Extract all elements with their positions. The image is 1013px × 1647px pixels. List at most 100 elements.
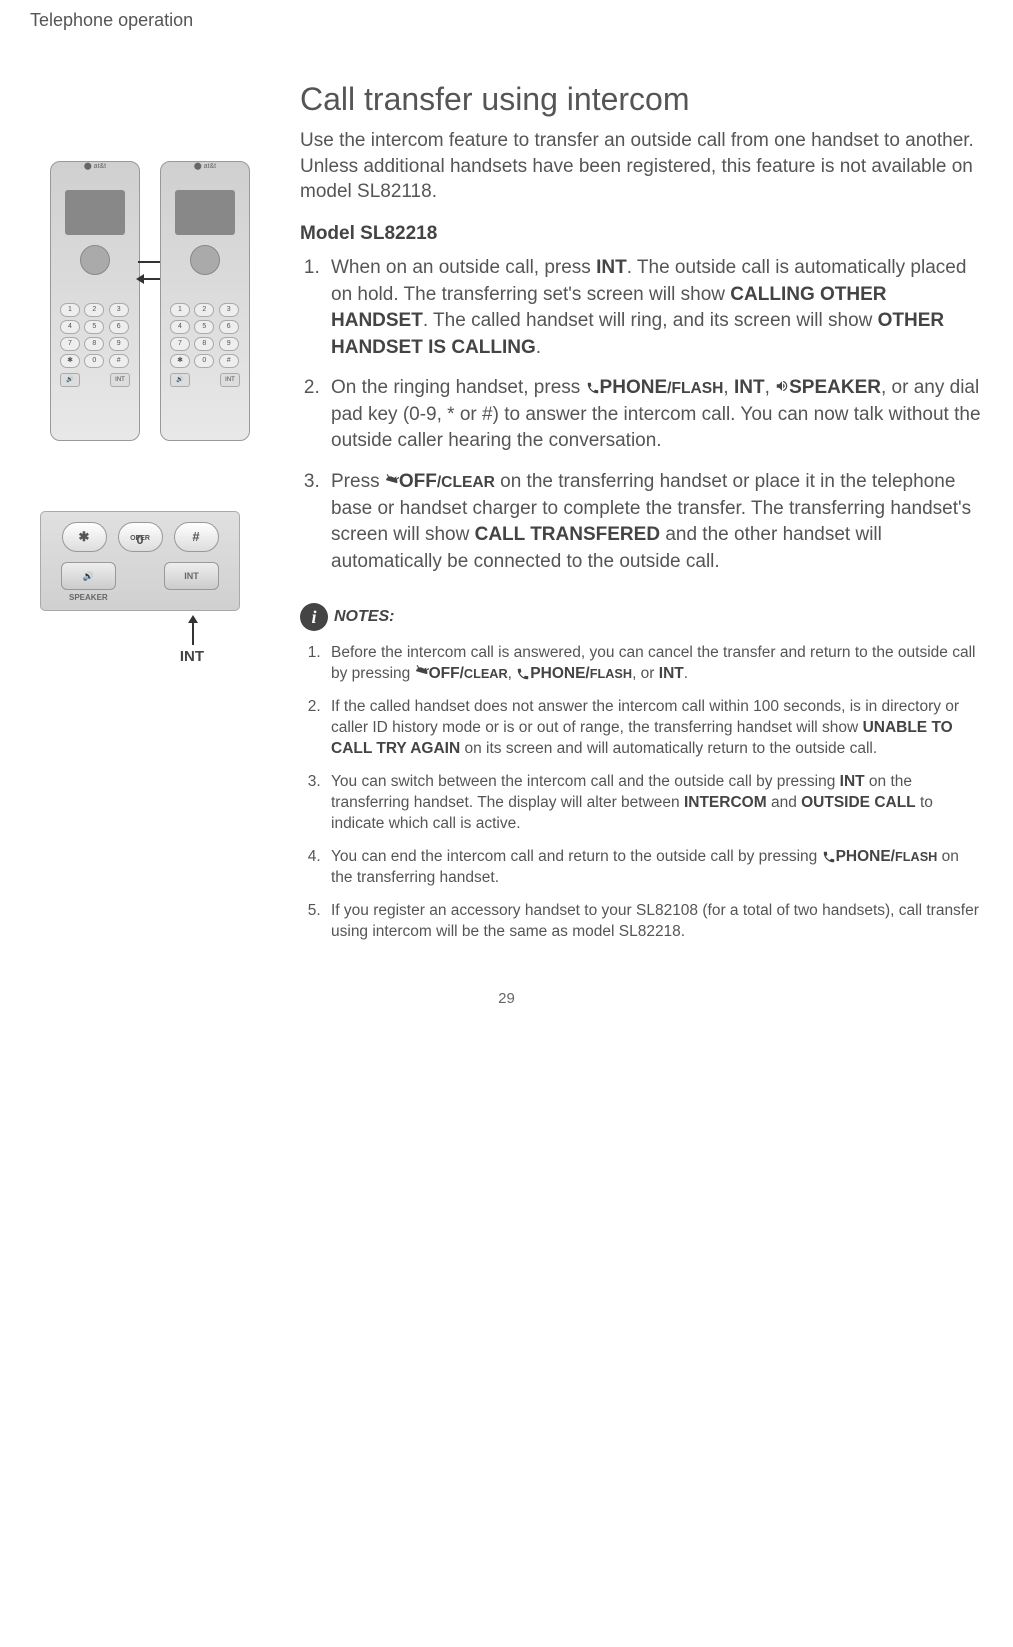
closeup-top-row: ✱ OPER 0 # [41, 512, 239, 557]
int-button: INT [164, 562, 219, 590]
keypad-key: 7 [170, 337, 190, 351]
bold-text: PHONE [600, 377, 668, 398]
keypad-key: 6 [109, 320, 129, 334]
handset-nav [190, 245, 220, 275]
keypad-key: ✱ [170, 354, 190, 368]
bold-text: OTHER HANDSET IS CALLING [331, 310, 944, 358]
off-icon [385, 469, 399, 483]
keypad-key: 2 [84, 303, 104, 317]
button-closeup: ✱ OPER 0 # 🔊 INT SPEAKER INT [40, 511, 240, 611]
int-btn-icon: INT [220, 373, 240, 387]
notes-header: i NOTES: [300, 603, 983, 631]
info-icon: i [300, 603, 328, 631]
keypad-key: 0 [84, 354, 104, 368]
keypad-key: 3 [219, 303, 239, 317]
note-item: Before the intercom call is answered, yo… [325, 643, 983, 685]
bold-small-text: FLASH [590, 666, 632, 681]
bold-text: CALL TRANSFERED [475, 524, 660, 545]
bold-text: INT [840, 773, 865, 790]
keypad-key: 4 [60, 320, 80, 334]
page-header: Telephone operation [30, 0, 983, 71]
zero-label: 0 [136, 532, 143, 547]
int-btn-icon: INT [110, 373, 130, 387]
keypad-key: 5 [194, 320, 214, 334]
speaker-text-label: SPEAKER [69, 593, 108, 602]
bold-small-text: /CLEAR [437, 474, 495, 491]
steps-list: When on an outside call, press INT. The … [300, 255, 983, 576]
phone-icon [516, 664, 530, 678]
keypad-key: 8 [84, 337, 104, 351]
handset-screen [175, 190, 235, 235]
bold-text: INTERCOM [684, 794, 767, 811]
hash-key: # [174, 522, 219, 552]
bold-small-text: FLASH [895, 849, 937, 864]
keypad-key: # [109, 354, 129, 368]
intro-p2: Unless additional [300, 156, 445, 177]
handset-keypad-right: 123 456 789 ✱ 0 # [170, 303, 240, 368]
bold-text: OFF [399, 471, 437, 492]
bold-text: UNABLE TO CALL TRY AGAIN [331, 719, 953, 757]
bold-text: PHONE/ [530, 665, 589, 682]
step-item: Press OFF/CLEAR on the transferring hand… [325, 469, 983, 575]
step-item: On the ringing handset, press PHONE/FLAS… [325, 375, 983, 455]
handset-screen [65, 190, 125, 235]
keypad-key: 8 [194, 337, 214, 351]
speaker-btn-icon: 🔊 [170, 373, 190, 387]
bold-text: PHONE/ [836, 848, 895, 865]
handset-brand: ⬤ at&t [161, 162, 249, 170]
keypad-key: 6 [219, 320, 239, 334]
intro-text: Use the intercom feature to transfer an … [300, 128, 983, 205]
speaker-icon [775, 375, 789, 389]
keypad-key: 2 [194, 303, 214, 317]
int-label: INT [180, 648, 204, 665]
handset-right: ⬤ at&t 123 456 789 ✱ 0 # 🔊 INT [160, 161, 250, 441]
closeup-bottom-row: 🔊 INT [41, 557, 239, 595]
bold-text: INT [659, 665, 684, 682]
handset-bottom-left: 🔊 INT [60, 373, 130, 387]
note-item: If you register an accessory handset to … [325, 901, 983, 943]
handset-nav [80, 245, 110, 275]
note-item: If the called handset does not answer th… [325, 697, 983, 760]
model-heading: Model SL82218 [300, 223, 983, 245]
keypad-key: # [219, 354, 239, 368]
notes-list: Before the intercom call is answered, yo… [300, 643, 983, 942]
keypad-key: 9 [109, 337, 129, 351]
handset-pair-illustration: ⬤ at&t 123 456 789 ✱ 0 # 🔊 INT ⬤ at&t [30, 161, 270, 481]
bold-text: OFF/ [429, 665, 464, 682]
speaker-button: 🔊 [61, 562, 116, 590]
keypad-key: 0 [194, 354, 214, 368]
step-item: When on an outside call, press INT. The … [325, 255, 983, 361]
keypad-key: 5 [84, 320, 104, 334]
note-item: You can switch between the intercom call… [325, 772, 983, 835]
page-number: 29 [30, 990, 983, 1007]
section-title: Call transfer using intercom [300, 81, 983, 118]
star-key: ✱ [62, 522, 107, 552]
handset-keypad-left: 123456789✱0# [60, 303, 130, 368]
bold-small-text: /FLASH [667, 380, 723, 397]
keypad-key: ✱ [60, 354, 80, 368]
phone-icon [822, 847, 836, 861]
off-icon [415, 664, 429, 678]
handset-controls [60, 245, 130, 295]
keypad-key: 1 [170, 303, 190, 317]
bold-small-text: CLEAR [464, 666, 508, 681]
phone-icon [586, 375, 600, 389]
handset-bottom-right: 🔊 INT [170, 373, 240, 387]
keypad-key: 7 [60, 337, 80, 351]
handset-left: ⬤ at&t 123456789✱0# 🔊 INT [50, 161, 140, 441]
bold-text: INT [596, 257, 627, 278]
bold-text: INT [734, 377, 765, 398]
speaker-btn-icon: 🔊 [60, 373, 80, 387]
intro-p1: Use the intercom feature to transfer an … [300, 130, 974, 151]
left-column: ⬤ at&t 123 456 789 ✱ 0 # 🔊 INT ⬤ at&t [30, 71, 270, 955]
bold-text: SPEAKER [789, 377, 881, 398]
int-arrow-icon [192, 617, 194, 645]
keypad-key: 9 [219, 337, 239, 351]
note-item: You can end the intercom call and return… [325, 847, 983, 889]
keypad-key: 4 [170, 320, 190, 334]
right-column: Call transfer using intercom Use the int… [300, 71, 983, 955]
keypad-key: 3 [109, 303, 129, 317]
content-wrapper: ⬤ at&t 123 456 789 ✱ 0 # 🔊 INT ⬤ at&t [30, 71, 983, 955]
notes-label: NOTES: [334, 608, 394, 626]
handset-controls [170, 245, 240, 295]
